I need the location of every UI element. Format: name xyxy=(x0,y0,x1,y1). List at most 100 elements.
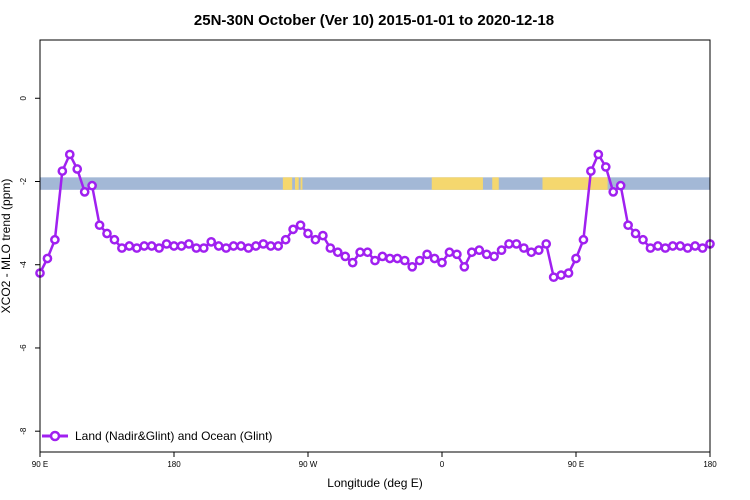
land-band-segment xyxy=(492,177,499,190)
data-point xyxy=(571,253,581,264)
land-band-segment xyxy=(294,177,299,190)
data-point xyxy=(184,239,194,249)
data-point xyxy=(414,255,425,266)
data-point xyxy=(422,249,432,260)
data-point xyxy=(161,239,172,249)
data-point xyxy=(533,245,544,256)
x-tick-label: 90 W xyxy=(299,460,318,469)
data-point xyxy=(489,251,499,262)
data-point xyxy=(102,228,112,239)
y-tick-label: -4 xyxy=(19,261,28,269)
data-point xyxy=(146,241,157,251)
data-point xyxy=(295,220,306,231)
y-tick-label: -2 xyxy=(19,177,28,185)
data-point xyxy=(79,187,90,197)
data-point xyxy=(139,241,150,251)
data-point xyxy=(660,243,671,253)
data-point xyxy=(578,234,589,245)
data-point xyxy=(280,234,291,245)
data-point xyxy=(541,239,552,249)
data-point xyxy=(600,162,611,172)
data-point xyxy=(407,261,418,272)
data-point xyxy=(392,253,403,264)
data-point xyxy=(355,247,365,258)
legend: Land (Nadir&Glint) and Ocean (Glint) xyxy=(42,429,272,443)
data-point xyxy=(221,243,231,253)
data-point xyxy=(690,241,700,251)
data-point xyxy=(169,241,179,251)
x-tick-label: 90 E xyxy=(32,460,48,469)
data-point xyxy=(310,234,321,245)
data-point xyxy=(511,239,522,249)
x-tick-label: 180 xyxy=(703,460,717,469)
legend-label: Land (Nadir&Glint) and Ocean (Glint) xyxy=(75,429,272,443)
data-point xyxy=(496,245,507,256)
data-point xyxy=(452,249,462,260)
data-point xyxy=(251,241,261,251)
data-point xyxy=(615,180,626,191)
data-point xyxy=(206,236,217,247)
data-point xyxy=(131,243,142,253)
data-point xyxy=(399,255,410,266)
data-point xyxy=(154,243,164,253)
data-point xyxy=(228,241,239,251)
data-point xyxy=(198,243,209,253)
data-point xyxy=(682,243,693,253)
chart-title: 25N-30N October (Ver 10) 2015-01-01 to 2… xyxy=(194,12,554,29)
x-axis: 90 E 180 90 W 0 90 E 180 xyxy=(32,452,717,469)
data-point xyxy=(474,245,485,256)
land-band-segment xyxy=(282,177,293,190)
legend-marker-swatch xyxy=(49,430,61,442)
data-point xyxy=(191,243,202,253)
y-tick-label: -6 xyxy=(19,344,28,352)
x-tick-label: 180 xyxy=(167,460,181,469)
data-point xyxy=(444,247,455,258)
data-point xyxy=(265,241,276,251)
data-point xyxy=(459,261,470,272)
data-point xyxy=(675,241,686,251)
data-point xyxy=(273,241,284,251)
y-tick-label: 0 xyxy=(19,95,28,100)
land-band-segment xyxy=(431,177,483,190)
data-point xyxy=(362,247,373,258)
data-point xyxy=(64,149,75,160)
data-point xyxy=(526,247,537,258)
x-tick-label: 0 xyxy=(440,460,445,469)
data-point xyxy=(50,234,60,245)
data-point xyxy=(87,180,97,191)
data-point xyxy=(124,241,135,251)
data-point xyxy=(586,166,596,176)
data-point xyxy=(332,247,343,258)
x-axis-label: Longitude (deg E) xyxy=(327,476,422,490)
data-point xyxy=(243,243,254,253)
data-point xyxy=(117,243,127,253)
data-point xyxy=(57,166,68,176)
data-point xyxy=(556,270,566,280)
data-point xyxy=(94,220,105,231)
data-point xyxy=(236,241,246,251)
data-point xyxy=(548,272,559,283)
land-band-segment xyxy=(542,177,608,190)
data-point xyxy=(377,251,388,262)
surface-type-band xyxy=(40,177,710,190)
data-point xyxy=(563,268,574,278)
data-point xyxy=(481,249,492,260)
data-point xyxy=(213,241,224,251)
data-point xyxy=(109,234,120,245)
data-point xyxy=(623,220,633,231)
data-point xyxy=(347,257,358,268)
y-axis-label: XCO2 - MLO trend (ppm) xyxy=(0,179,13,314)
data-point xyxy=(370,255,380,266)
data-point xyxy=(176,241,187,251)
data-point xyxy=(385,253,395,264)
land-band-segment xyxy=(300,177,303,190)
data-point xyxy=(437,257,447,268)
data-point xyxy=(697,243,708,253)
data-point xyxy=(258,239,269,249)
data-point xyxy=(593,149,604,160)
data-point xyxy=(288,224,298,235)
data-point xyxy=(318,230,328,241)
data-point xyxy=(630,228,641,239)
data-point xyxy=(466,247,477,258)
